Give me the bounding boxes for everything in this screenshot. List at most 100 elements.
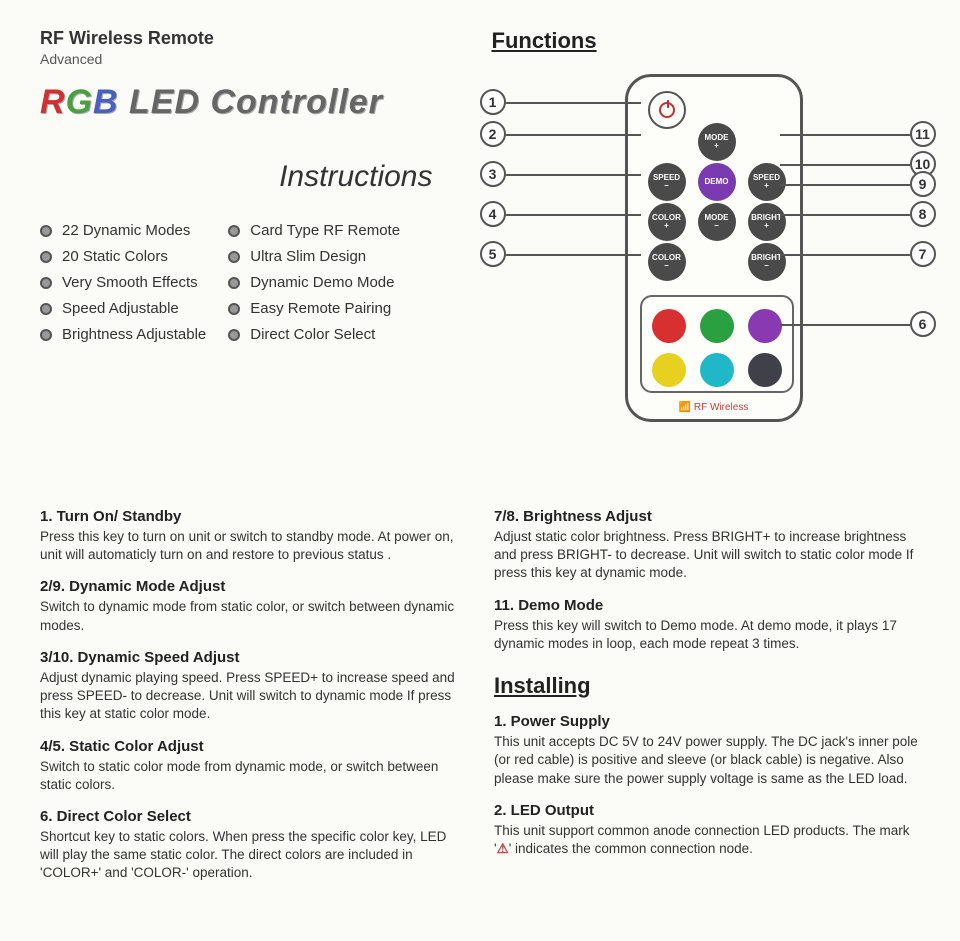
- bullet-icon: [228, 303, 240, 315]
- feature-item: Direct Color Select: [228, 326, 400, 343]
- bullet-icon: [228, 277, 240, 289]
- color-button-3: [652, 353, 686, 387]
- lead-line: [506, 174, 641, 176]
- feature-text: Easy Remote Pairing: [250, 300, 391, 317]
- remote-button-color-plus: COLOR+: [648, 203, 686, 241]
- feature-text: Direct Color Select: [250, 326, 375, 343]
- instruction-heading: 11. Demo Mode: [494, 597, 920, 614]
- feature-item: Card Type RF Remote: [228, 222, 400, 239]
- color-button-2: [748, 309, 782, 343]
- bullet-icon: [228, 251, 240, 263]
- lead-line: [780, 324, 910, 326]
- color-button-4: [700, 353, 734, 387]
- product-title: RGB LED Controller: [40, 83, 473, 122]
- instruction-text: Press this key will switch to Demo mode.…: [494, 617, 920, 653]
- feature-text: Very Smooth Effects: [62, 274, 198, 291]
- instruction-heading: 3/10. Dynamic Speed Adjust: [40, 649, 466, 666]
- feature-text: Brightness Adjustable: [62, 326, 206, 343]
- callout-5: 5: [480, 241, 506, 267]
- feature-item: Very Smooth Effects: [40, 274, 206, 291]
- instruction-heading: 2. LED Output: [494, 802, 920, 819]
- installing-heading: Installing: [494, 673, 920, 699]
- bullet-icon: [40, 225, 52, 237]
- remote-button-bright-plus: BRIGHT+: [748, 203, 786, 241]
- instruction-text: Switch to dynamic mode from static color…: [40, 598, 466, 634]
- instructions-heading: Instructions: [40, 160, 433, 194]
- color-button-0: [652, 309, 686, 343]
- rf-wireless-label: 📶 RF Wireless: [628, 402, 800, 413]
- instruction-text: Adjust static color brightness. Press BR…: [494, 528, 920, 583]
- color-button-1: [700, 309, 734, 343]
- warning-icon: ⚠: [497, 841, 509, 856]
- callout-11: 11: [910, 121, 936, 147]
- remote-button-speed-plus: SPEED+: [748, 163, 786, 201]
- instruction-text: Adjust dynamic playing speed. Press SPEE…: [40, 669, 466, 724]
- bullet-icon: [40, 303, 52, 315]
- feature-item: 22 Dynamic Modes: [40, 222, 206, 239]
- bullet-icon: [40, 329, 52, 341]
- remote-button-mode-minus: MODE–: [698, 203, 736, 241]
- feature-text: Dynamic Demo Mode: [250, 274, 394, 291]
- feature-item: Easy Remote Pairing: [228, 300, 400, 317]
- title-g: G: [66, 83, 93, 121]
- remote-button-demo: DEMO: [698, 163, 736, 201]
- title-rest: LED Controller: [119, 83, 383, 121]
- color-button-5: [748, 353, 782, 387]
- instruction-text: Press this key to turn on unit or switch…: [40, 528, 466, 564]
- bullet-icon: [228, 225, 240, 237]
- lead-line: [506, 102, 641, 104]
- bullet-icon: [40, 251, 52, 263]
- feature-text: Card Type RF Remote: [250, 222, 400, 239]
- lead-line: [780, 184, 910, 186]
- lead-line: [506, 254, 641, 256]
- title-r: R: [40, 83, 66, 121]
- instruction-heading: 2/9. Dynamic Mode Adjust: [40, 578, 466, 595]
- instructions-left-column: 1. Turn On/ StandbyPress this key to tur…: [40, 494, 466, 883]
- title-b: B: [93, 83, 119, 121]
- callout-2: 2: [480, 121, 506, 147]
- callout-3: 3: [480, 161, 506, 187]
- remote-button-mode-plus: MODE+: [698, 123, 736, 161]
- feature-item: 20 Static Colors: [40, 248, 206, 265]
- instruction-heading: 4/5. Static Color Adjust: [40, 738, 466, 755]
- instruction-text: Switch to static color mode from dynamic…: [40, 758, 466, 794]
- instruction-heading: 7/8. Brightness Adjust: [494, 508, 920, 525]
- functions-heading: Functions: [492, 28, 921, 54]
- instruction-text: This unit support common anode connectio…: [494, 822, 920, 858]
- instructions-right-column: 7/8. Brightness Adjust Adjust static colo…: [494, 494, 920, 883]
- callout-6: 6: [910, 311, 936, 337]
- callout-7: 7: [910, 241, 936, 267]
- features-list: 22 Dynamic Modes 20 Static Colors Very Smo…: [40, 222, 473, 343]
- lead-line: [780, 134, 910, 136]
- header-title: RF Wireless Remote: [40, 28, 473, 49]
- instruction-heading: 1. Power Supply: [494, 713, 920, 730]
- feature-item: Brightness Adjustable: [40, 326, 206, 343]
- feature-text: Speed Adjustable: [62, 300, 179, 317]
- lead-line: [780, 254, 910, 256]
- remote-button-color-minus: COLOR–: [648, 243, 686, 281]
- feature-text: 20 Static Colors: [62, 248, 168, 265]
- callout-9: 9: [910, 171, 936, 197]
- instruction-text: This unit accepts DC 5V to 24V power sup…: [494, 733, 920, 788]
- lead-line: [780, 214, 910, 216]
- remote-button-speed-minus: SPEED–: [648, 163, 686, 201]
- bullet-icon: [228, 329, 240, 341]
- header-subtitle: Advanced: [40, 51, 473, 67]
- instruction-text: Shortcut key to static colors. When pres…: [40, 828, 466, 883]
- bullet-icon: [40, 277, 52, 289]
- feature-item: Speed Adjustable: [40, 300, 206, 317]
- feature-text: Ultra Slim Design: [250, 248, 366, 265]
- lead-line: [506, 134, 641, 136]
- feature-text: 22 Dynamic Modes: [62, 222, 190, 239]
- lead-line: [780, 164, 910, 166]
- remote-diagram: 📶 RF Wireless MODE+ SPEED– DEMO SPEED+ COLOR…: [480, 68, 921, 448]
- lead-line: [506, 214, 641, 216]
- feature-item: Dynamic Demo Mode: [228, 274, 400, 291]
- callout-8: 8: [910, 201, 936, 227]
- remote-button-bright-minus: BRIGHT–: [748, 243, 786, 281]
- power-icon: [659, 102, 675, 118]
- callout-4: 4: [480, 201, 506, 227]
- instruction-heading: 6. Direct Color Select: [40, 808, 466, 825]
- remote-body: 📶 RF Wireless MODE+ SPEED– DEMO SPEED+ COLOR…: [625, 74, 803, 422]
- callout-1: 1: [480, 89, 506, 115]
